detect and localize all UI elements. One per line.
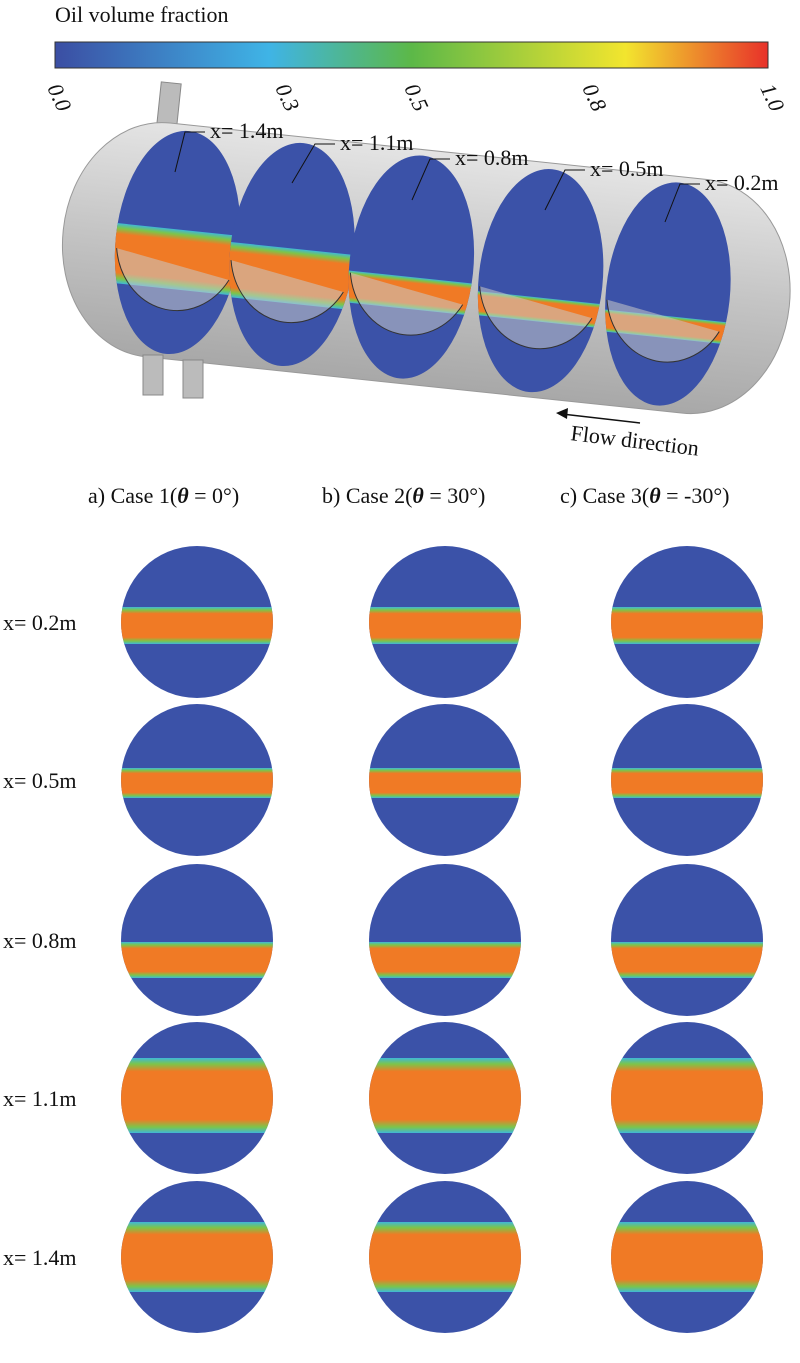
contour — [611, 704, 763, 856]
oil-band — [611, 1222, 763, 1292]
contour — [369, 1022, 521, 1174]
baffle — [230, 260, 344, 324]
leader-line — [291, 143, 335, 184]
flow-arrow-head — [556, 408, 568, 419]
header-part: = 0°) — [189, 483, 240, 508]
oil-band — [121, 1222, 273, 1292]
row-label: x= 0.5m — [3, 768, 77, 793]
oil-band — [121, 607, 273, 644]
colorbar-tick: 0.8 — [577, 80, 611, 115]
column-header: b) Case 2(θ = 30°) — [322, 483, 485, 508]
baffle — [606, 299, 720, 363]
water — [121, 864, 273, 1016]
oil-band — [121, 768, 273, 798]
disc-water — [594, 176, 742, 412]
contour — [121, 704, 273, 856]
leader-line — [411, 158, 450, 201]
baffle — [116, 248, 230, 312]
baffle — [349, 272, 464, 336]
nozzle — [142, 354, 164, 396]
leader-line — [174, 131, 205, 173]
contour — [121, 864, 273, 1016]
colorbar — [54, 41, 769, 69]
contour — [369, 864, 521, 1016]
oil-band — [611, 1058, 763, 1133]
contour — [121, 1022, 273, 1174]
header-part: θ — [649, 483, 661, 508]
oil-band — [611, 607, 763, 644]
baffle — [479, 286, 593, 350]
oil-band — [369, 942, 521, 978]
water — [369, 864, 521, 1016]
header-part: c) Case 3( — [560, 483, 649, 508]
header-part: θ — [177, 483, 189, 508]
row-label: x= 1.4m — [3, 1245, 77, 1270]
oil-band — [611, 768, 763, 798]
oil-band — [611, 942, 763, 978]
contour — [369, 1181, 521, 1333]
oil-band — [369, 1058, 521, 1133]
colorbar-tick: 0.3 — [270, 80, 304, 115]
column-header: c) Case 3(θ = -30°) — [560, 483, 729, 508]
leader-line — [664, 183, 700, 223]
contour — [611, 1181, 763, 1333]
row-label: x= 0.8m — [3, 928, 77, 953]
oil-band — [121, 1058, 273, 1133]
colorbar-tick: 0.0 — [42, 80, 76, 115]
contour — [121, 546, 273, 698]
contour — [121, 1181, 273, 1333]
section-label: x= 1.4m — [210, 118, 284, 143]
column-header: a) Case 1(θ = 0°) — [88, 483, 239, 508]
header-part: θ — [412, 483, 424, 508]
oil-band — [369, 607, 521, 644]
leader-line — [544, 169, 585, 211]
colorbar-tick: 0.5 — [399, 80, 433, 115]
row-label: x= 1.1m — [3, 1086, 77, 1111]
oil-band — [369, 768, 521, 798]
disc-water — [467, 162, 614, 399]
colorbar-title: Oil volume fraction — [55, 2, 229, 27]
section-label: x= 0.8m — [455, 145, 529, 170]
colorbar-tick: 1.0 — [755, 80, 789, 115]
disc-water — [337, 149, 485, 385]
contour — [369, 546, 521, 698]
flow-arrow — [561, 413, 641, 424]
header-part: b) Case 2( — [322, 483, 412, 508]
contour — [611, 546, 763, 698]
oil-band — [369, 1222, 521, 1292]
oil-band — [121, 942, 273, 978]
contour — [369, 704, 521, 856]
header-part: = 30°) — [424, 483, 486, 508]
contour — [611, 1022, 763, 1174]
row-label: x= 0.2m — [3, 610, 77, 635]
nozzle — [182, 359, 204, 399]
header-part: a) Case 1( — [88, 483, 177, 508]
section-label: x= 0.2m — [705, 170, 779, 195]
contour — [611, 864, 763, 1016]
flow-label: Flow direction — [569, 420, 700, 461]
vessel — [61, 81, 791, 415]
water — [611, 864, 763, 1016]
section-label: x= 1.1m — [340, 130, 414, 155]
header-part: = -30°) — [661, 483, 730, 508]
section-label: x= 0.5m — [590, 156, 664, 181]
